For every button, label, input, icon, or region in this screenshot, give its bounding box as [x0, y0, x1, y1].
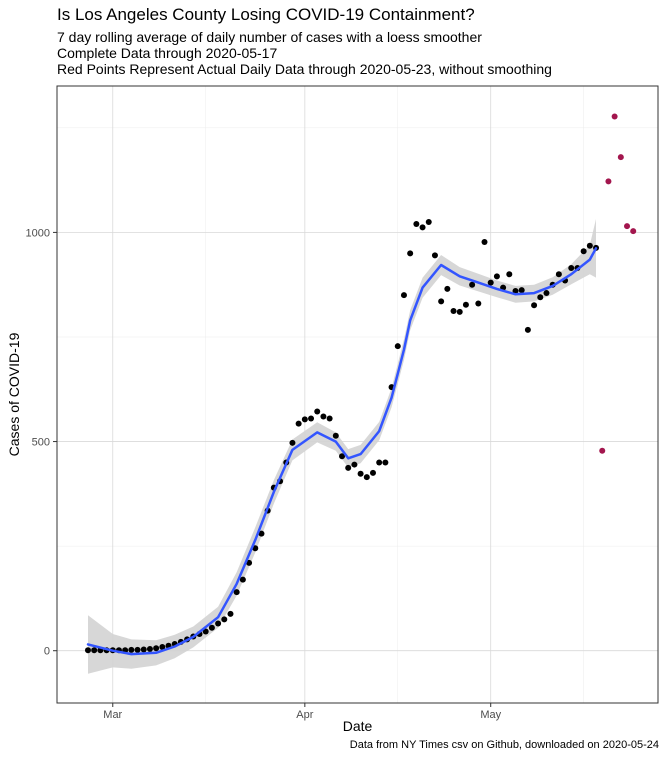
rolling-average-point — [320, 413, 327, 420]
rolling-average-point — [351, 461, 358, 468]
rolling-average-point — [246, 559, 253, 566]
rolling-average-point — [438, 298, 445, 305]
chart-subtitle-line-1: 7 day rolling average of daily number of… — [57, 29, 482, 45]
rolling-average-point — [382, 459, 389, 466]
rolling-average-point — [363, 474, 370, 481]
x-tick-label: Mar — [103, 709, 122, 721]
rolling-average-point — [239, 576, 246, 583]
rolling-average-point — [159, 643, 166, 650]
daily-actual-point — [624, 223, 631, 230]
y-tick-label: 1000 — [26, 227, 50, 239]
rolling-average-point — [258, 530, 265, 537]
daily-actual-point — [617, 154, 624, 161]
plot-border — [56, 85, 659, 704]
rolling-average-point — [586, 242, 593, 249]
rolling-average-point — [369, 469, 376, 476]
x-tick-label: Apr — [296, 709, 313, 721]
rolling-average-point — [84, 647, 91, 654]
confidence-band — [88, 219, 596, 674]
rolling-average-point — [400, 292, 407, 299]
plot-panel — [57, 86, 658, 703]
rolling-average-point — [289, 439, 296, 446]
rolling-average-point — [537, 294, 544, 301]
rolling-average-point — [555, 271, 562, 278]
rolling-average-point — [339, 453, 346, 460]
rolling-average-point — [506, 271, 513, 278]
rolling-average-point — [332, 432, 339, 439]
rolling-average-point — [301, 416, 308, 423]
x-axis-title: Date — [343, 718, 373, 734]
rolling-average-point — [208, 624, 215, 631]
y-tick-label: 0 — [44, 646, 50, 658]
chart-subtitle-line-2: Complete Data through 2020-05-17 — [57, 45, 278, 61]
chart-title: Is Los Angeles County Losing COVID-19 Co… — [57, 5, 475, 24]
rolling-average-point — [456, 308, 463, 315]
rolling-average-point — [221, 616, 228, 623]
rolling-average-point — [91, 647, 98, 654]
rolling-average-point — [233, 589, 240, 596]
rolling-average-point — [140, 646, 147, 653]
daily-actual-point — [630, 228, 637, 235]
rolling-average-point — [444, 285, 451, 292]
rolling-average-point — [524, 326, 531, 333]
rolling-average-point — [134, 646, 141, 653]
rolling-average-point — [469, 281, 476, 288]
rolling-average-point — [252, 545, 259, 552]
x-tick-label: May — [480, 709, 501, 721]
rolling-average-point — [295, 420, 302, 427]
daily-actual-point — [605, 178, 612, 185]
rolling-average-point — [413, 221, 420, 228]
rolling-average-point — [512, 287, 519, 294]
rolling-average-point — [345, 464, 352, 471]
rolling-average-point — [493, 273, 500, 280]
daily-actual-point — [599, 447, 606, 454]
rolling-average-point — [487, 279, 494, 286]
rolling-average-point — [357, 470, 364, 477]
y-tick-label: 500 — [32, 437, 50, 449]
rolling-average-point — [128, 646, 135, 653]
rolling-average-point — [462, 301, 469, 308]
daily-actual-point — [611, 113, 618, 120]
rolling-average-point — [531, 302, 538, 309]
rolling-average-point — [518, 287, 525, 294]
rolling-average-point — [376, 459, 383, 466]
rolling-average-point — [326, 415, 333, 422]
rolling-average-point — [146, 646, 153, 653]
rolling-average-point — [580, 248, 587, 255]
rolling-average-point — [475, 300, 482, 307]
rolling-average-point — [481, 239, 488, 246]
rolling-average-point — [419, 224, 426, 231]
loess-smoother-line — [86, 247, 598, 656]
rolling-average-point — [394, 343, 401, 350]
rolling-average-point — [568, 264, 575, 271]
rolling-average-point — [425, 218, 432, 225]
rolling-average-point — [450, 308, 457, 315]
rolling-average-point — [215, 620, 222, 627]
rolling-average-point — [543, 290, 550, 297]
chart-subtitle-line-3: Red Points Represent Actual Daily Data t… — [57, 61, 552, 77]
rolling-average-point — [227, 610, 234, 617]
y-axis-title: Cases of COVID-19 — [6, 332, 22, 456]
rolling-average-point — [314, 408, 321, 415]
rolling-average-point — [153, 645, 160, 652]
rolling-average-point — [202, 628, 209, 635]
rolling-average-point — [308, 415, 315, 422]
chart-caption: Data from NY Times csv on Github, downlo… — [349, 739, 659, 751]
rolling-average-point — [431, 252, 438, 259]
rolling-average-point — [407, 250, 414, 257]
